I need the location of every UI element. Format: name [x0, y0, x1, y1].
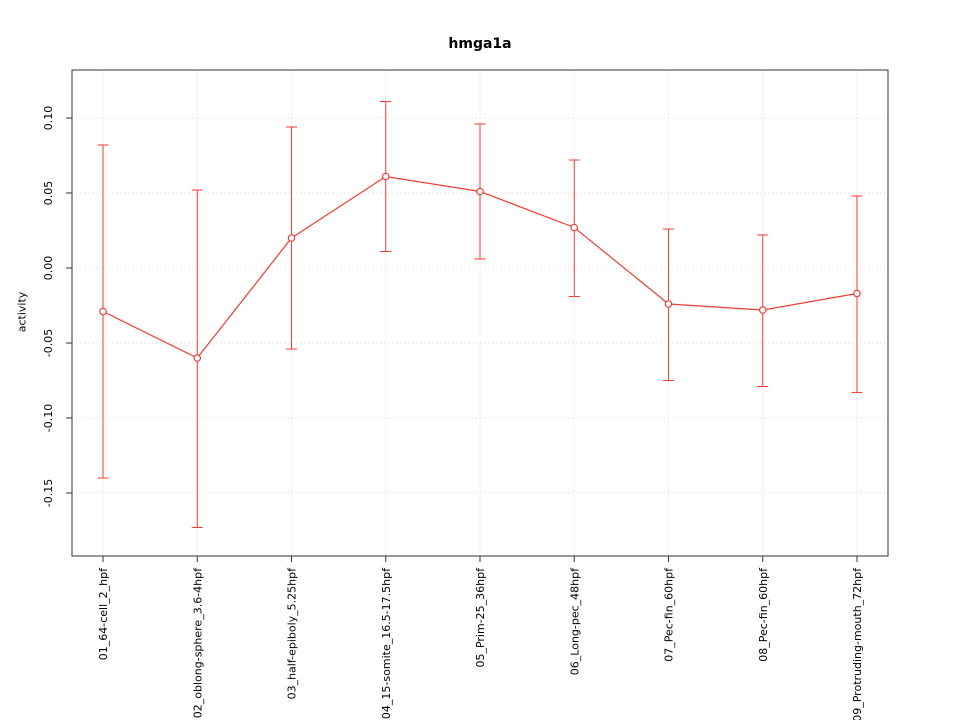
x-tick-label: 06_Long-pec_48hpf	[568, 567, 581, 675]
data-point	[287, 234, 296, 242]
data-point	[664, 300, 673, 308]
data-point	[758, 306, 767, 314]
y-tick-label: -0.05	[42, 329, 55, 357]
y-tick-label: -0.10	[42, 404, 55, 432]
y-tick-label: 0.00	[42, 256, 55, 281]
data-point	[476, 187, 484, 196]
data-point	[853, 289, 861, 298]
y-tick-label: 0.10	[42, 106, 55, 131]
x-tick-label: 04_15-somite_16.5-17.5hpf	[380, 567, 393, 719]
data-point	[381, 172, 390, 181]
x-tick-label: 02_oblong-sphere_3.6-4hpf	[191, 567, 204, 718]
x-tick-label: 03_half-epiboly_5.25hpf	[286, 567, 299, 700]
chart-title: hmga1a	[448, 36, 512, 52]
y-tick-label: 0.05	[42, 181, 55, 206]
data-point	[193, 354, 202, 362]
data-point	[570, 223, 579, 232]
x-tick-label: 05_Prim-25_36hpf	[474, 567, 487, 668]
x-tick-label: 07_Pec-fin_60hpf	[663, 567, 676, 662]
data-point	[99, 307, 107, 316]
x-tick-label: 08_Pec-fin_60hpf	[757, 567, 770, 662]
x-tick-label: 09_Protruding-mouth_72hpf	[851, 567, 864, 720]
y-tick-label: -0.15	[42, 479, 55, 507]
x-tick-label: 01_64-cell_2_hpf	[97, 567, 110, 660]
